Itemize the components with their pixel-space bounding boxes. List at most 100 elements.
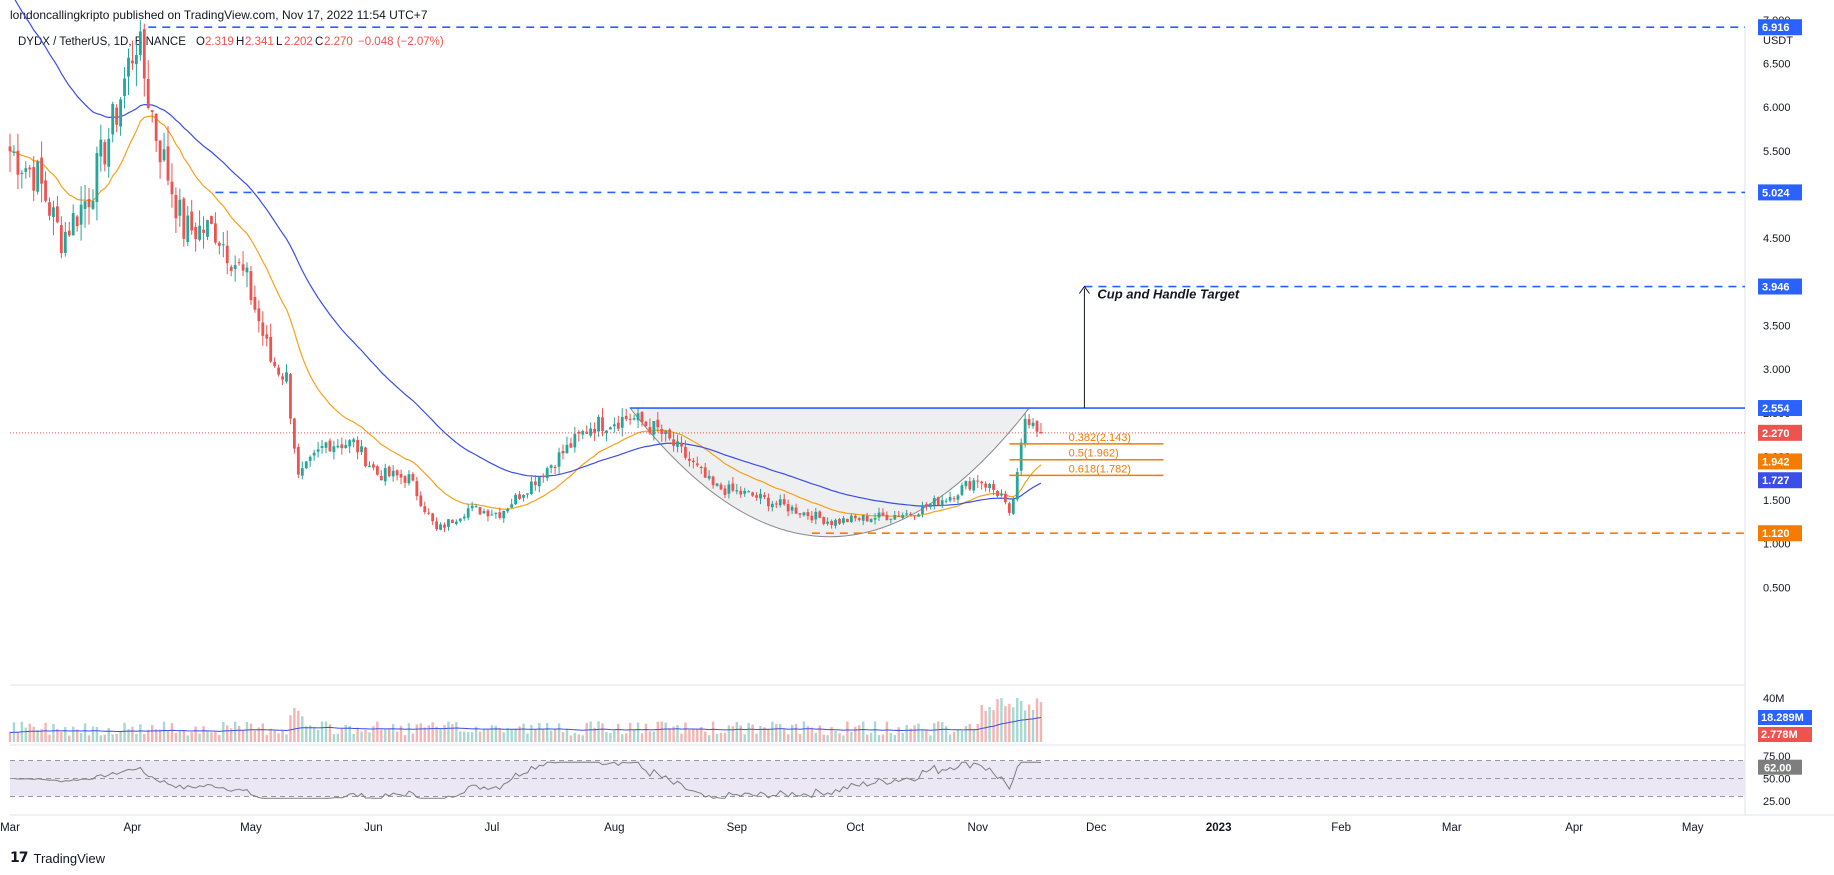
- candle-body: [628, 418, 632, 420]
- volume-bar: [297, 710, 300, 742]
- candle: [597, 414, 600, 437]
- volume-bar: [1020, 701, 1023, 742]
- volume-bar: [755, 733, 758, 742]
- candle: [16, 133, 20, 190]
- ohlc-close: 2.270: [324, 36, 353, 48]
- candle-body: [368, 465, 371, 467]
- ma-slow-line: [14, 0, 1042, 507]
- candle: [545, 466, 549, 482]
- volume-bar: [613, 730, 616, 742]
- candle: [320, 439, 324, 454]
- candle-body: [435, 521, 438, 530]
- volume-bar: [83, 723, 87, 742]
- candle: [107, 127, 111, 178]
- candle: [289, 372, 292, 425]
- volume-bar: [222, 721, 225, 742]
- candle: [992, 480, 995, 496]
- candle-body: [221, 244, 225, 246]
- volume-bar: [865, 734, 869, 742]
- volume-bar: [834, 730, 837, 742]
- candle-body: [561, 450, 565, 454]
- candle: [913, 515, 916, 520]
- candle: [20, 170, 24, 189]
- candle: [624, 408, 628, 422]
- volume-bar: [830, 727, 833, 742]
- volume-bar: [332, 734, 336, 742]
- tradingview-brand[interactable]: 17 TradingView: [10, 850, 105, 866]
- candle-body: [107, 138, 111, 167]
- volume-bar: [166, 731, 170, 742]
- candle: [861, 514, 865, 526]
- volume-bar: [502, 732, 505, 742]
- candle-body: [715, 483, 719, 486]
- candle: [719, 482, 723, 490]
- chart-canvas[interactable]: DYDX / TetherUS, 1D, BINANCE O 2.319 H 2…: [0, 0, 1834, 850]
- candle: [786, 499, 790, 517]
- volume-bar: [941, 722, 944, 742]
- candle: [1023, 413, 1027, 448]
- candle-body: [360, 446, 363, 453]
- candle: [925, 501, 928, 511]
- candle: [510, 498, 514, 508]
- candle: [609, 426, 612, 430]
- candle: [885, 511, 889, 521]
- candle-body: [383, 468, 387, 482]
- volume-bar: [459, 731, 462, 742]
- time-tick-label: Feb: [1331, 822, 1351, 834]
- time-axis: Mar Apr May Jun Jul Aug Sep Oct Nov Dec 2023 Feb Mar…: [0, 822, 1704, 834]
- volume-bar: [380, 729, 383, 742]
- rsi-tick-label: 50.00: [1763, 774, 1791, 786]
- volume-bar: [739, 725, 742, 742]
- volume-bar: [719, 732, 723, 742]
- candle: [462, 513, 466, 521]
- volume-bar: [95, 726, 99, 742]
- candle: [59, 216, 63, 259]
- candle: [344, 439, 348, 449]
- candle-body: [806, 512, 810, 516]
- price-badge: 6.916: [1758, 19, 1802, 36]
- candle: [668, 428, 672, 441]
- candle-body: [332, 446, 336, 453]
- volume-bar: [352, 733, 355, 742]
- horizontal-levels: [10, 26, 1745, 535]
- volume-bar: [976, 723, 979, 742]
- volume-bar: [775, 724, 778, 742]
- volume-bar: [601, 723, 604, 742]
- volume-bar: [972, 729, 975, 742]
- candle: [166, 126, 170, 186]
- price-badge: 1.727: [1758, 472, 1802, 489]
- volume-bar: [470, 732, 474, 742]
- volume-bar: [783, 728, 786, 742]
- candle-body: [1000, 494, 1003, 496]
- candle-body: [632, 418, 636, 420]
- candle-body: [356, 440, 359, 453]
- price-badge-value: 1.120: [1762, 528, 1790, 540]
- volume-bar: [546, 722, 549, 742]
- candle-body: [478, 507, 482, 515]
- candle: [518, 491, 521, 501]
- candle-body: [794, 507, 798, 514]
- volume-bar: [628, 722, 632, 742]
- annotation-text: Cup and Handle Target: [1097, 286, 1239, 301]
- candle: [735, 484, 739, 495]
- rsi-tick-label: 25.00: [1763, 796, 1791, 808]
- volume-bar: [767, 728, 770, 742]
- candle: [44, 171, 47, 203]
- candle-body: [755, 495, 758, 498]
- time-tick-label: Apr: [123, 822, 141, 834]
- candle: [24, 161, 28, 179]
- candle-body: [40, 157, 43, 184]
- volume-bar: [214, 731, 217, 742]
- candle-body: [8, 146, 12, 152]
- candle: [948, 491, 952, 503]
- candle-body: [494, 512, 498, 515]
- candle: [56, 196, 59, 224]
- candle-body: [605, 430, 608, 433]
- candle: [612, 417, 616, 433]
- candle-body: [1007, 503, 1011, 513]
- candle-body: [237, 262, 241, 264]
- candle-body: [948, 497, 952, 501]
- candle-body: [225, 245, 229, 264]
- volume-bar: [731, 726, 735, 742]
- candles: [8, 20, 1043, 533]
